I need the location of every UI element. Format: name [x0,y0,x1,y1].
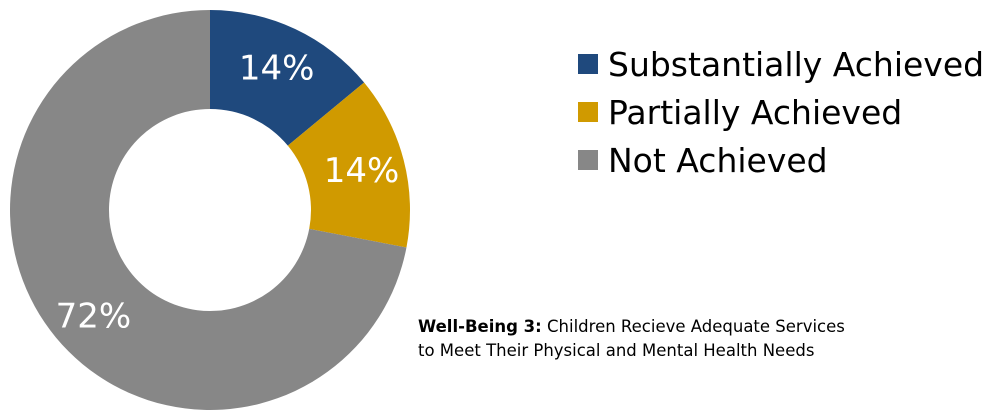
legend-item-substantially-achieved: Substantially Achieved [578,40,984,88]
legend-item-partially-achieved: Partially Achieved [578,88,984,136]
legend-label-partially-achieved: Partially Achieved [608,92,903,132]
slice-substantially-achieved [210,10,365,146]
slice-label-not-achieved: 72% [56,297,132,337]
caption-line-1: Well-Being 3: Children Recieve Adequate … [418,315,1003,339]
slice-not-achieved [10,10,407,410]
caption-bold-heading: Well-Being 3: [418,317,542,336]
caption-line-2: to Meet Their Physical and Mental Health… [418,341,815,360]
legend: Substantially Achieved Partially Achieve… [578,40,984,184]
legend-swatch-not-achieved [578,150,598,170]
slice-partially-achieved [287,82,410,248]
caption-text-1: Children Recieve Adequate Services [541,317,845,336]
legend-label-not-achieved: Not Achieved [608,140,828,180]
legend-swatch-substantially-achieved [578,54,598,74]
slice-label-substantially-achieved: 14% [239,48,315,88]
slice-label-partially-achieved: 14% [324,151,400,191]
legend-item-not-achieved: Not Achieved [578,136,984,184]
legend-label-substantially-achieved: Substantially Achieved [608,44,985,84]
chart-caption: Well-Being 3: Children Recieve Adequate … [418,315,1003,363]
legend-swatch-partially-achieved [578,102,598,122]
donut-chart: 14% 14% 72% [10,10,410,410]
